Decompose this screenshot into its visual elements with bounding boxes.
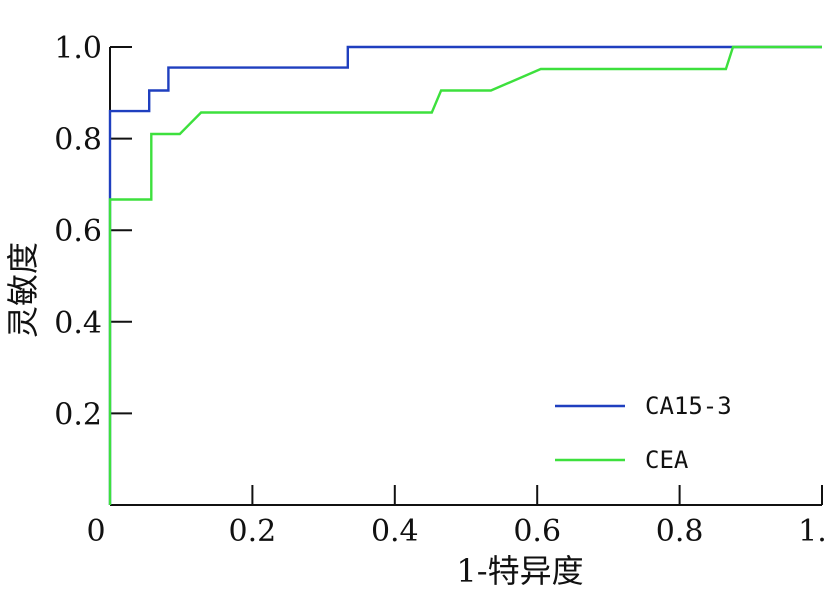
x-tick-label: 1.0 [798,514,828,549]
y-tick-label: 1.0 [54,31,102,66]
x-axis-title: 1-特异度 [456,552,583,590]
series-line-0 [108,45,822,505]
series-layer [108,45,822,505]
y-tick-label: 0.8 [54,123,102,158]
axes [109,47,822,506]
x-tick-label: 0.8 [656,514,704,549]
y-axis-title: 灵敏度 [4,242,42,338]
x-tick-label: 0.4 [371,514,419,549]
x-tick-label: 0 [86,514,105,549]
x-tick-label: 0.2 [229,514,277,549]
y-tick-label: 0.6 [54,214,102,249]
legend: CA15-3 CEA [555,392,732,474]
y-tick-label: 0.4 [54,306,102,341]
legend-label: CA15-3 [645,392,732,420]
series-line-1 [108,45,822,505]
y-tick-label: 0.2 [54,397,102,432]
ticks: 0 0.2 0.4 0.6 0.8 1.0 0.2 0.4 0.6 0.8 1.0 [54,31,828,549]
legend-label: CEA [645,446,689,474]
x-tick-label: 0.6 [513,514,561,549]
